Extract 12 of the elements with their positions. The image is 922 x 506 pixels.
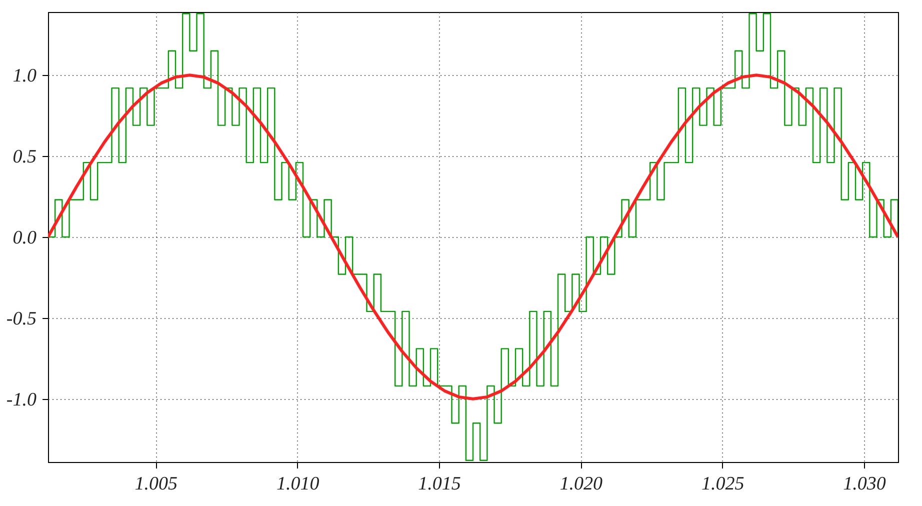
y-tick-label: -1.0	[6, 389, 37, 410]
x-tick-label: 1.025	[701, 474, 744, 494]
line-series	[48, 74, 898, 400]
x-tick-label: 1.010	[276, 474, 320, 494]
y-tick-label: 1.0	[12, 66, 37, 87]
x-tick-label: 1.020	[560, 474, 604, 494]
x-tick-label: 1.015	[418, 474, 461, 494]
y-tick-label: 0.5	[12, 146, 36, 168]
y-tick-label: -0.5	[6, 308, 36, 330]
x-tick-label: 1.030	[843, 474, 886, 494]
y-tick-label: 0.0	[12, 228, 37, 248]
x-tick-label: 1.005	[134, 474, 178, 494]
